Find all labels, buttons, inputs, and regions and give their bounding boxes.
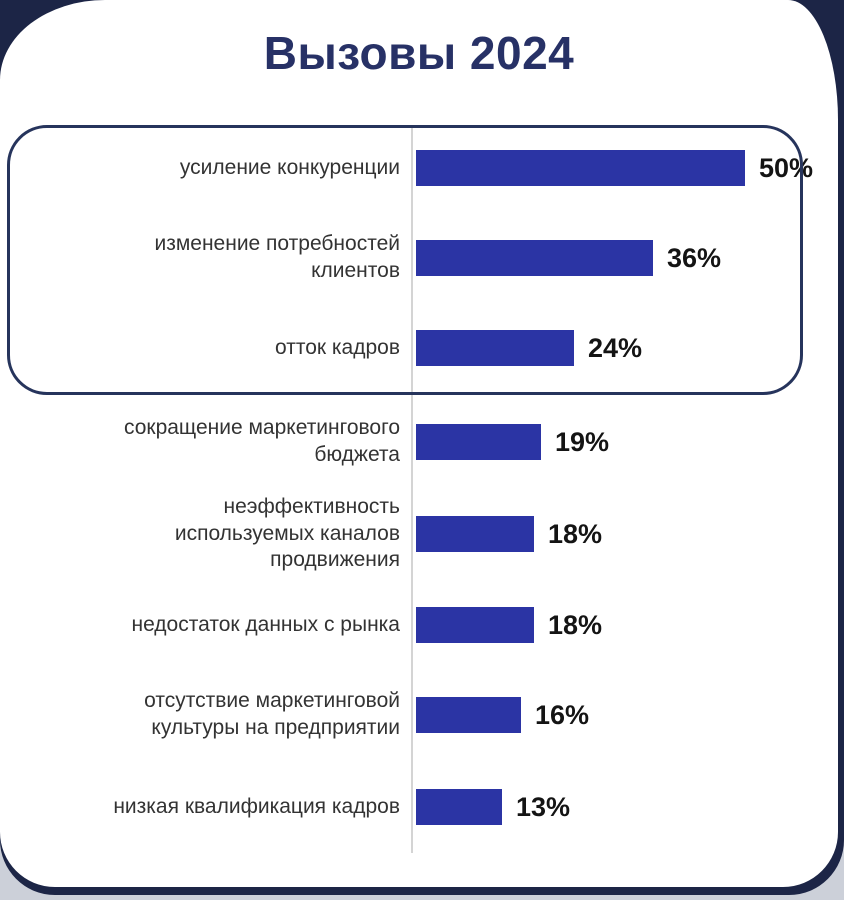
bar-row-low-qualification: низкая квалификация кадров 13% — [0, 757, 844, 857]
category-label: неэффективность используемых каналов про… — [174, 494, 400, 572]
bar — [416, 789, 502, 825]
value-label: 24% — [588, 332, 643, 363]
bar — [416, 150, 745, 186]
category-label: отсутствие маркетинговой культуры на пре… — [144, 689, 400, 739]
value-label: 18% — [548, 609, 603, 640]
value-label: 36% — [667, 242, 722, 273]
page-title: Вызовы 2024 — [263, 27, 575, 79]
bar — [416, 697, 521, 733]
bar — [416, 607, 534, 643]
bar — [416, 330, 574, 366]
value-label: 16% — [535, 699, 590, 730]
value-label: 50% — [759, 152, 814, 183]
category-label: недостаток данных с рынка — [131, 612, 400, 636]
axis-baseline — [411, 125, 413, 853]
value-label: 13% — [516, 791, 571, 822]
bar-row-client-needs: изменение потребностей клиентов 36% — [0, 208, 844, 308]
bar-row-market-data-lack: недостаток данных с рынка 18% — [0, 575, 844, 675]
category-label: отток кадров — [274, 335, 400, 359]
bar — [416, 516, 534, 552]
value-label: 19% — [555, 426, 610, 457]
bar — [416, 424, 541, 460]
bar — [416, 240, 653, 276]
bar-row-channel-inefficiency: неэффективность используемых каналов про… — [0, 484, 844, 584]
bar-row-marketing-culture: отсутствие маркетинговой культуры на пре… — [0, 665, 844, 765]
category-label: низкая квалификация кадров — [113, 794, 400, 818]
bar-row-budget-cut: сокращение маркетингового бюджета 19% — [0, 392, 844, 492]
category-label: изменение потребностей клиентов — [154, 232, 400, 282]
category-label: усиление конкуренции — [179, 155, 400, 179]
bar-row-competition: усиление конкуренции 50% — [0, 118, 844, 218]
value-label: 18% — [548, 518, 603, 549]
bar-row-staff-outflow: отток кадров 24% — [0, 298, 844, 398]
category-label: сокращение маркетингового бюджета — [123, 416, 400, 466]
